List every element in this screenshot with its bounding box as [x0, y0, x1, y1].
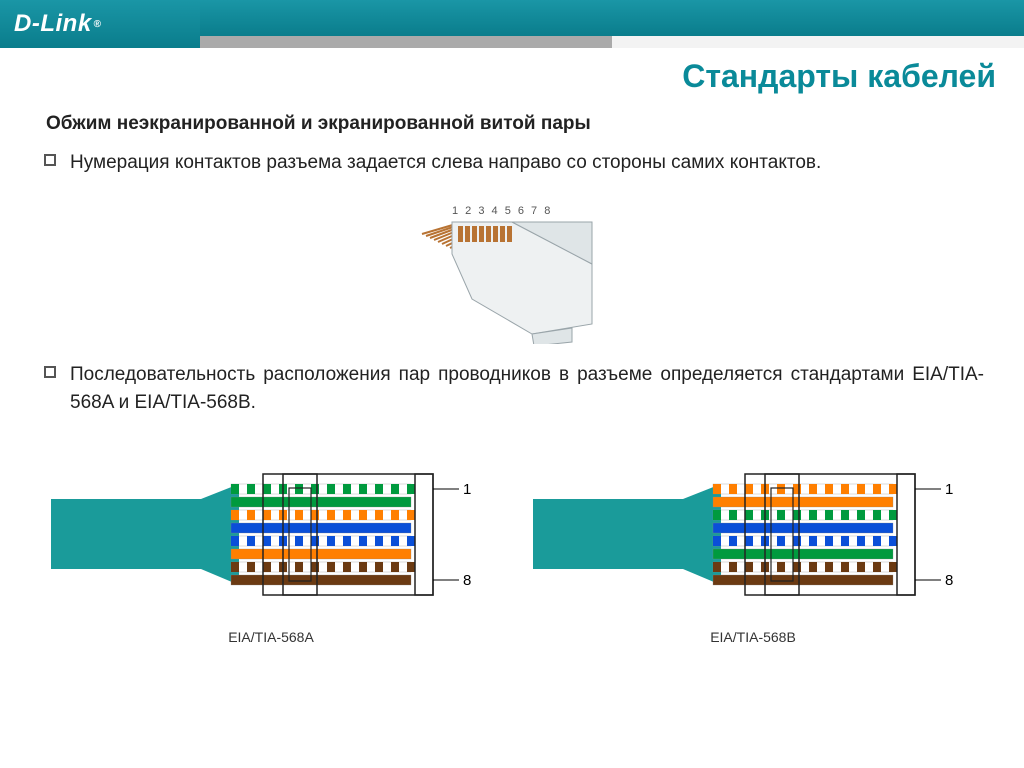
bullet-marker-icon — [44, 366, 56, 378]
brand-logo: D-Link® — [0, 0, 200, 48]
registered-mark: ® — [94, 19, 102, 30]
bullet-marker-icon — [44, 154, 56, 166]
wiring-svg-568b: 18 — [533, 444, 973, 614]
content-area: Обжим неэкранированной и экранированной … — [0, 95, 1024, 645]
wiring-diagrams-row: 18 EIA/TIA-568A 18 EIA/TIA-568B — [40, 444, 984, 645]
section-title: Обжим неэкранированной и экранированной … — [46, 113, 984, 135]
bullet-text: Нумерация контактов разъема задается сле… — [70, 149, 984, 178]
wiring-diagram: 18 EIA/TIA-568A — [51, 444, 491, 645]
bullet-item: Последовательность расположения пар пров… — [44, 361, 984, 418]
wiring-svg-568a: 18 — [51, 444, 491, 614]
svg-text:1: 1 — [463, 481, 471, 498]
brand-text: D-Link — [14, 10, 92, 38]
wiring-diagram: 18 EIA/TIA-568B — [533, 444, 973, 645]
pin-numbers-label: 1 2 3 4 5 6 7 8 — [452, 205, 552, 217]
header-bar: D-Link® — [0, 0, 1024, 48]
slide-title: Стандарты кабелей — [0, 48, 1024, 95]
header-right — [200, 0, 1024, 48]
diagram-caption: EIA/TIA-568B — [533, 629, 973, 645]
bullet-item: Нумерация контактов разъема задается сле… — [44, 149, 984, 178]
svg-text:1: 1 — [945, 481, 953, 498]
diagram-caption: EIA/TIA-568A — [51, 629, 491, 645]
bullet-text: Последовательность расположения пар пров… — [70, 361, 984, 418]
svg-text:8: 8 — [463, 572, 471, 589]
connector-figure: 1 2 3 4 5 6 7 8 — [40, 194, 984, 349]
svg-text:8: 8 — [945, 572, 953, 589]
rj45-connector-icon: 1 2 3 4 5 6 7 8 — [382, 194, 642, 344]
